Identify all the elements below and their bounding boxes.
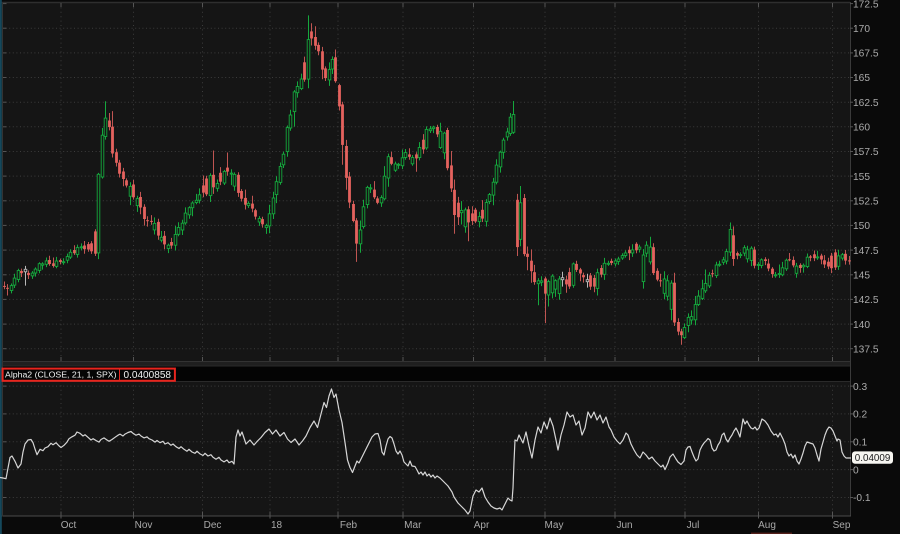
- svg-text:170: 170: [853, 24, 870, 35]
- svg-text:Alpha2 (CLOSE, 21, 1, SPX): Alpha2 (CLOSE, 21, 1, SPX): [5, 369, 117, 379]
- svg-text:167.5: 167.5: [853, 49, 879, 60]
- svg-text:Jun: Jun: [616, 520, 632, 531]
- svg-text:0.3: 0.3: [853, 382, 867, 393]
- svg-text:0.04009: 0.04009: [855, 453, 891, 464]
- svg-text:157.5: 157.5: [853, 147, 879, 158]
- svg-text:Jul: Jul: [687, 520, 700, 531]
- svg-text:150: 150: [853, 221, 870, 232]
- svg-text:0: 0: [853, 465, 859, 476]
- svg-text:172.5: 172.5: [853, 0, 879, 10]
- svg-text:140: 140: [853, 320, 870, 331]
- svg-text:0.2: 0.2: [853, 410, 867, 421]
- svg-text:Nov: Nov: [135, 520, 153, 531]
- svg-text:May: May: [545, 520, 564, 531]
- svg-text:Dec: Dec: [204, 520, 222, 531]
- svg-text:152.5: 152.5: [853, 197, 879, 208]
- svg-text:Sep: Sep: [833, 520, 851, 531]
- svg-text:-0.1: -0.1: [853, 493, 871, 504]
- svg-text:165: 165: [853, 73, 870, 84]
- svg-text:137.5: 137.5: [853, 344, 879, 355]
- svg-text:162.5: 162.5: [853, 98, 879, 109]
- svg-text:Mar: Mar: [404, 520, 422, 531]
- svg-text:145: 145: [853, 270, 870, 281]
- svg-text:Apr: Apr: [474, 520, 490, 531]
- svg-text:155: 155: [853, 172, 870, 183]
- svg-text:142.5: 142.5: [853, 295, 879, 306]
- svg-text:Oct: Oct: [61, 520, 77, 531]
- svg-text:0.1: 0.1: [853, 437, 867, 448]
- svg-text:160: 160: [853, 123, 870, 134]
- svg-text:0.0400858: 0.0400858: [124, 370, 172, 381]
- svg-text:18: 18: [271, 520, 283, 531]
- svg-text:Aug: Aug: [758, 520, 776, 531]
- svg-text:147.5: 147.5: [853, 246, 879, 257]
- svg-text:Feb: Feb: [340, 520, 358, 531]
